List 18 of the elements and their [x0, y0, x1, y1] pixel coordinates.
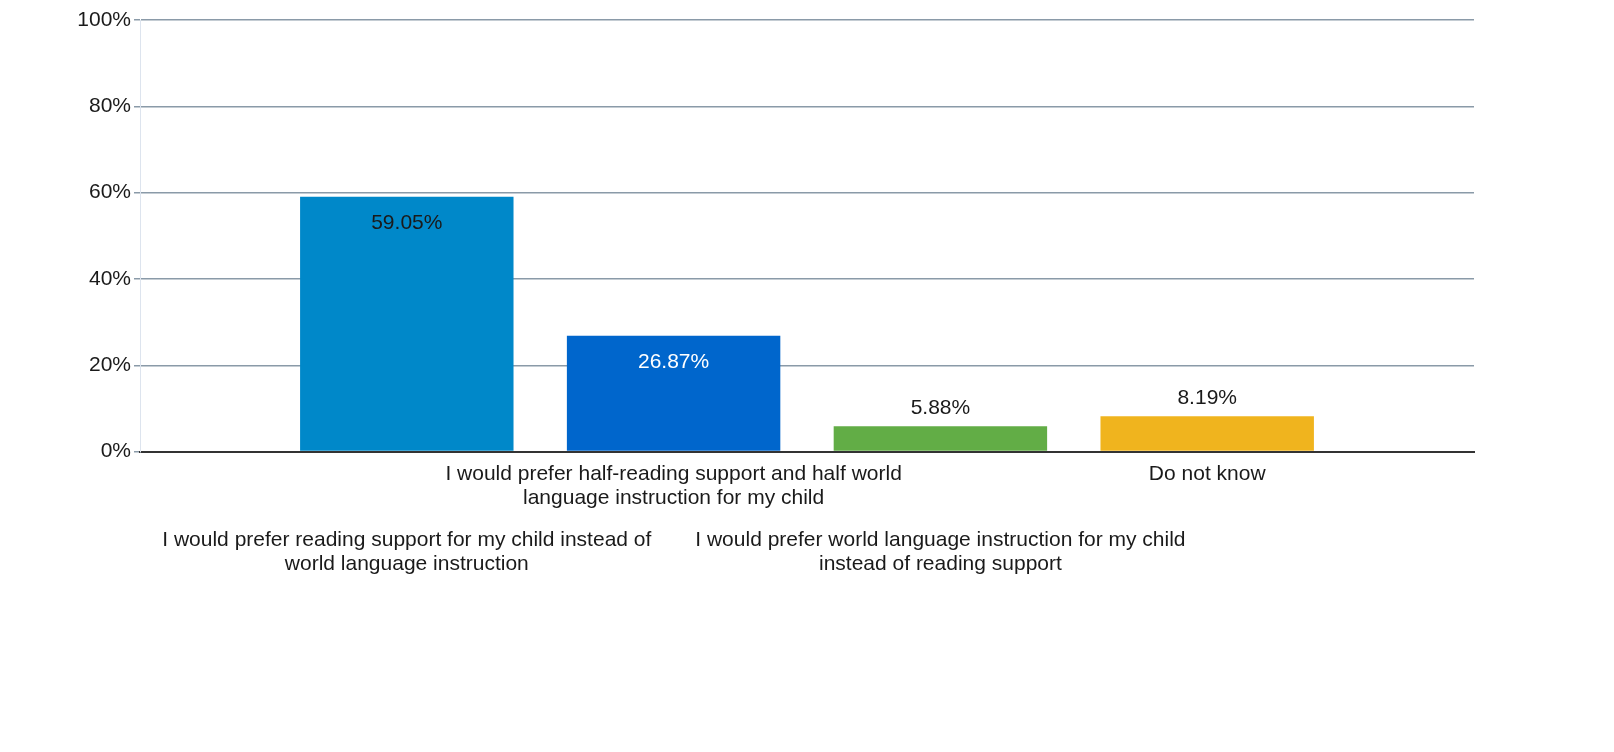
data-label: 8.19% — [1177, 384, 1237, 408]
bar — [833, 426, 1048, 451]
bar — [566, 335, 781, 451]
bar — [300, 196, 514, 451]
bar — [1100, 416, 1314, 451]
data-label: 26.87% — [637, 348, 710, 372]
y-tick-label: 0% — [100, 438, 131, 462]
x-tick-label: I would prefer reading support for my child instead of world language instruction — [162, 526, 652, 574]
y-tick-label: 20% — [88, 352, 131, 376]
x-tick-label: I would prefer world language instruction for my child instead of reading support — [695, 526, 1186, 574]
y-tick-label: 40% — [88, 265, 131, 289]
x-tick-label: Do not know — [1148, 460, 1267, 484]
data-label: 59.05% — [371, 210, 443, 234]
y-tick-label: 60% — [88, 179, 131, 203]
y-tick-label: 100% — [77, 6, 131, 30]
y-tick-label: 80% — [88, 93, 131, 117]
x-tick-label: I would prefer half-reading support and half world language instruction for my child — [445, 460, 902, 508]
data-label: 5.88% — [910, 394, 971, 418]
